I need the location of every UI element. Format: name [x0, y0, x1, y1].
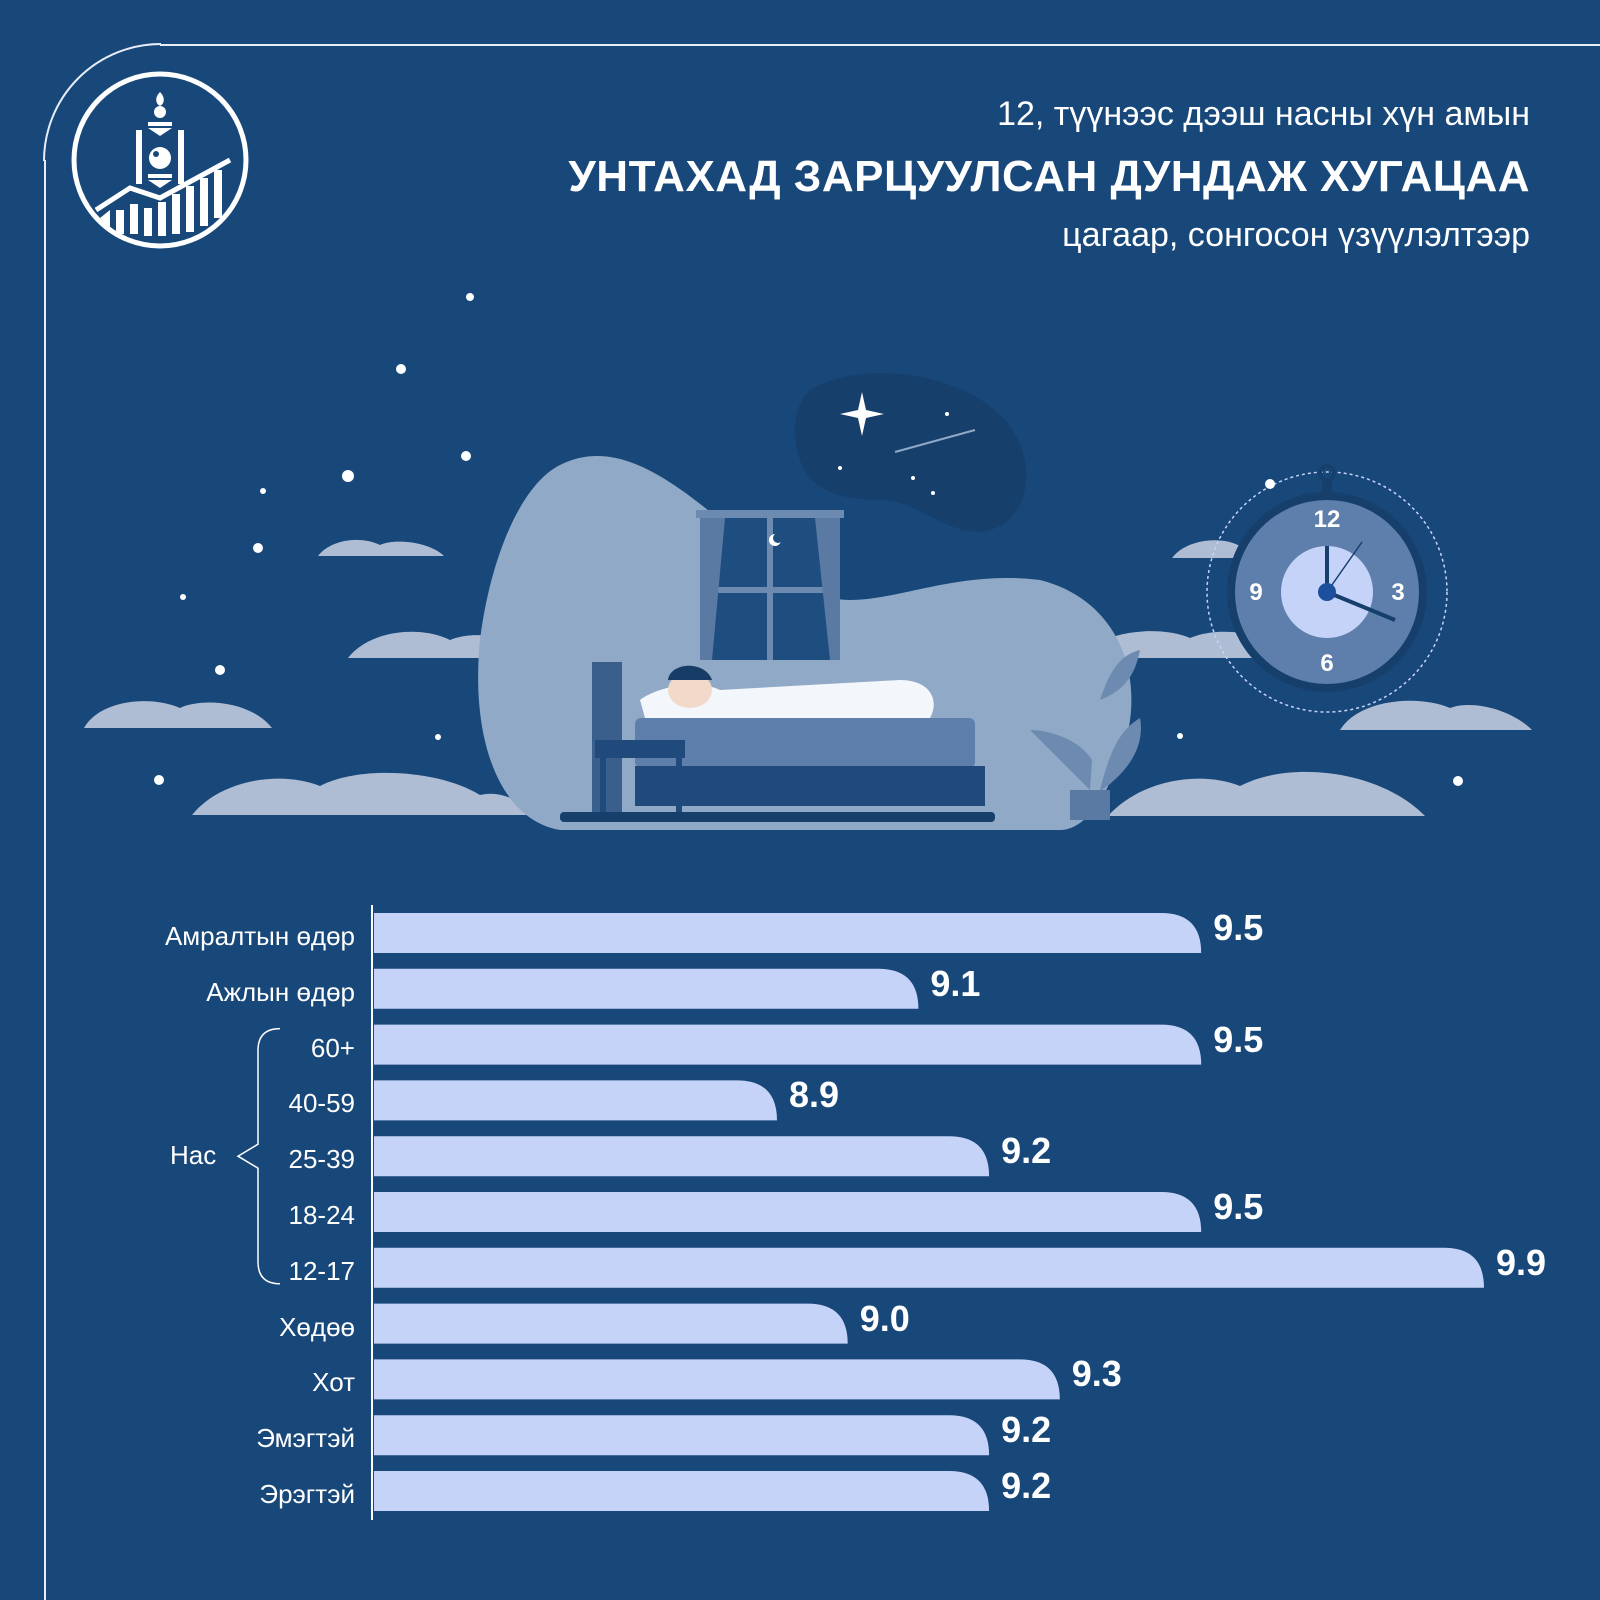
clock-number-9: 9: [1249, 579, 1262, 606]
category-label: Хөдөө: [279, 1311, 355, 1342]
value-label: 9.3: [1071, 1353, 1122, 1395]
age-group-brace: [236, 1027, 281, 1285]
value-label: 9.2: [1001, 1130, 1052, 1172]
value-label: 9.5: [1213, 1018, 1264, 1060]
value-label: 9.5: [1213, 907, 1264, 948]
frame-left-line: [44, 160, 46, 1600]
bar: [374, 1303, 848, 1344]
category-label: Эмэгтэй: [256, 1423, 355, 1454]
category-label: Ажлын өдөр: [206, 976, 355, 1007]
value-label: 9.5: [1213, 1186, 1264, 1227]
value-label: 9.0: [859, 1297, 910, 1339]
category-label: Хот: [312, 1367, 355, 1398]
bar-chart-svg: [236, 905, 1484, 1520]
value-label: 9.9: [1495, 1241, 1547, 1283]
value-label: 8.9: [788, 1074, 840, 1116]
category-label: 25-39: [288, 1144, 356, 1175]
header-title: УНТАХАД ЗАРЦУУЛСАН ДУНДАЖ ХУГАЦАА: [568, 152, 1530, 201]
bar: [374, 1415, 990, 1456]
age-group-label: Нас: [170, 1140, 217, 1171]
sleep-bar-chart: Амралтын өдөр 9.5 Ажлын өдөр 9.1 60+ 9.5 40-59…: [0, 895, 1600, 1545]
soyombo-chart-logo-icon: [70, 70, 250, 250]
bar: [374, 1136, 990, 1177]
bar: [374, 968, 919, 1009]
frame-corner-arc: [43, 43, 162, 162]
bar: [374, 913, 1202, 953]
category-label: 40-59: [288, 1088, 356, 1119]
clock-number-12: 12: [1314, 506, 1341, 533]
sleeping-person-bed-icon: 12 3 6 9: [0, 270, 1600, 850]
bar: [374, 1192, 1202, 1232]
category-label: Эрэгтэй: [259, 1479, 355, 1509]
header-subtitle-top: 12, түүнээс дээш насны хүн амын: [997, 95, 1530, 133]
bar: [374, 1080, 777, 1121]
header-subtitle-bottom: цагаар, сонгосон үзүүлэлтээр: [1062, 216, 1530, 254]
category-label: 12-17: [288, 1255, 356, 1286]
clock-number-3: 3: [1391, 579, 1404, 606]
value-label: 9.1: [930, 962, 981, 1004]
bar: [374, 1247, 1484, 1288]
bar: [374, 1471, 990, 1511]
value-label: 9.2: [1001, 1409, 1052, 1451]
bar: [374, 1359, 1060, 1400]
header-block: 12, түүнээс дээш насны хүн амын УНТАХАД …: [568, 95, 1530, 255]
category-label: 18-24: [288, 1200, 356, 1230]
category-label: 60+: [310, 1032, 355, 1063]
value-label: 9.2: [1001, 1465, 1052, 1506]
clock-number-6: 6: [1320, 650, 1333, 677]
bar: [374, 1024, 1202, 1065]
category-label: Амралтын өдөр: [164, 921, 355, 951]
frame-top-line: [160, 44, 1600, 46]
